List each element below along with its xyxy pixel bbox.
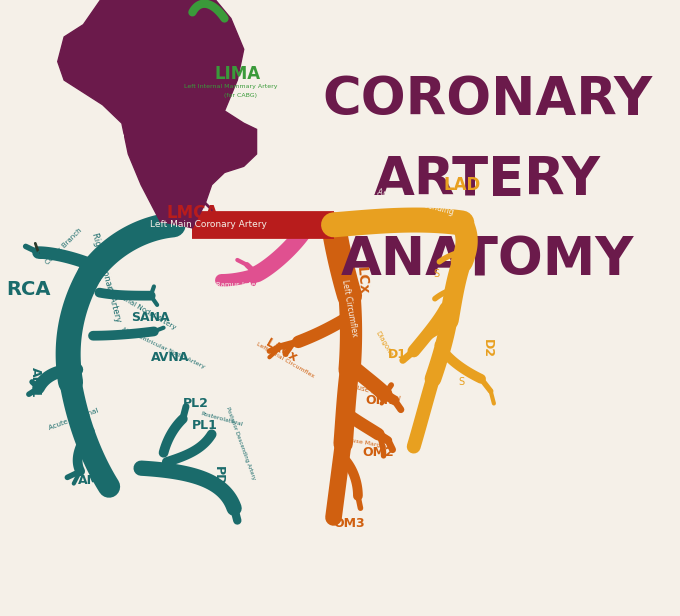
Text: Left Main Coronary Artery: Left Main Coronary Artery bbox=[150, 221, 267, 229]
Text: LIMA: LIMA bbox=[214, 65, 260, 83]
Text: Left Atrial Circumflex: Left Atrial Circumflex bbox=[256, 342, 316, 379]
Text: S: S bbox=[459, 377, 465, 387]
Polygon shape bbox=[58, 0, 256, 228]
Text: Posterolateral: Posterolateral bbox=[200, 411, 243, 427]
Text: LACx: LACx bbox=[264, 337, 301, 365]
Text: Conus Branch: Conus Branch bbox=[45, 227, 84, 265]
Text: ARTERY: ARTERY bbox=[374, 154, 601, 206]
Text: Acute Marginal: Acute Marginal bbox=[48, 407, 99, 431]
Text: D2: D2 bbox=[481, 339, 494, 357]
Text: AM1: AM1 bbox=[29, 367, 41, 397]
Text: OM2: OM2 bbox=[362, 446, 394, 460]
Text: Obtuse Marginal: Obtuse Marginal bbox=[340, 437, 392, 450]
Text: LMCA: LMCA bbox=[167, 203, 218, 222]
Text: RCA: RCA bbox=[7, 280, 51, 299]
Text: RI: RI bbox=[249, 267, 265, 281]
Text: Atrioventricular Nodal Artery: Atrioventricular Nodal Artery bbox=[121, 326, 206, 370]
Text: SANA: SANA bbox=[131, 310, 170, 324]
Text: Left Internal Mammary Artery: Left Internal Mammary Artery bbox=[184, 84, 277, 89]
Text: AM2: AM2 bbox=[78, 474, 108, 487]
Text: Diagonal: Diagonal bbox=[375, 330, 395, 360]
Text: CORONARY: CORONARY bbox=[322, 74, 653, 126]
Text: CB: CB bbox=[35, 249, 54, 262]
Text: OM1: OM1 bbox=[366, 394, 398, 407]
Text: OM3: OM3 bbox=[334, 517, 365, 530]
Text: S: S bbox=[443, 315, 449, 325]
Text: Left Circumflex: Left Circumflex bbox=[340, 278, 359, 338]
Text: S: S bbox=[433, 269, 439, 279]
Text: Left Anterior Descending: Left Anterior Descending bbox=[360, 184, 455, 217]
Text: Sinoatrial Nodal Artery: Sinoatrial Nodal Artery bbox=[105, 286, 177, 330]
Text: AVNA: AVNA bbox=[151, 351, 189, 364]
Text: Posterior Descending Artery: Posterior Descending Artery bbox=[225, 407, 256, 480]
Text: ANATOMY: ANATOMY bbox=[341, 234, 634, 286]
Text: (for CABG): (for CABG) bbox=[224, 93, 257, 98]
Text: PDA: PDA bbox=[211, 466, 224, 495]
Text: LCx: LCx bbox=[354, 265, 371, 295]
Text: Right Coronary Artery: Right Coronary Artery bbox=[90, 232, 122, 323]
Text: PL2: PL2 bbox=[183, 397, 209, 410]
Text: LAD: LAD bbox=[443, 176, 481, 194]
Text: D1: D1 bbox=[388, 347, 407, 361]
Text: Obtuse Marginal: Obtuse Marginal bbox=[343, 381, 401, 402]
Text: PL1: PL1 bbox=[192, 418, 218, 432]
Text: Aorta: Aorta bbox=[100, 128, 124, 205]
Text: Ramus Intermedius: Ramus Intermedius bbox=[216, 282, 284, 288]
